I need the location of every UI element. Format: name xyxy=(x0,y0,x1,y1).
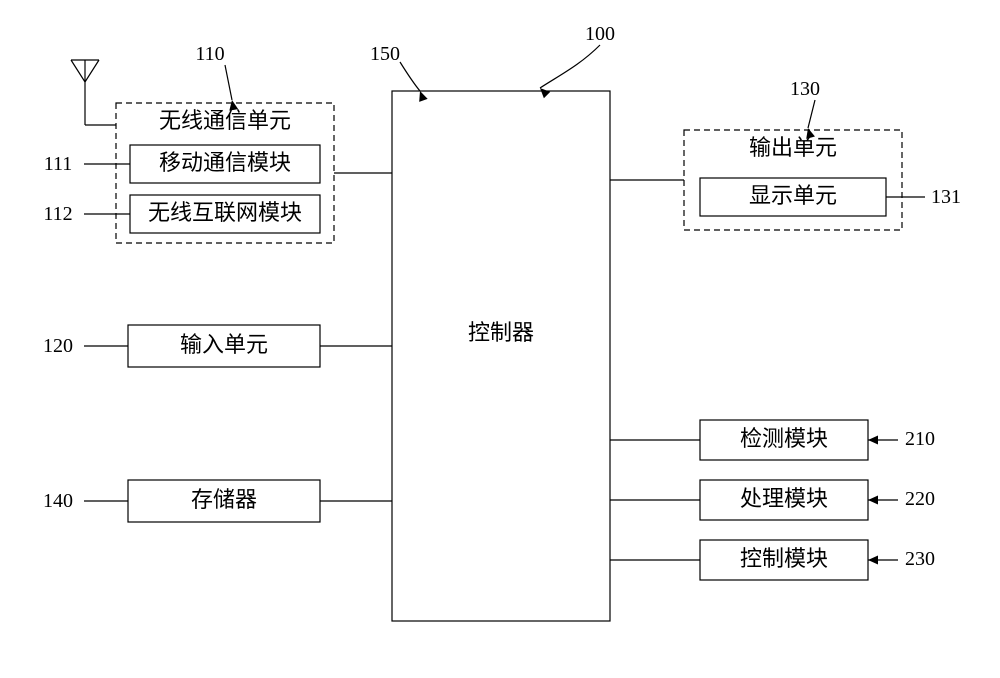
leader-l110 xyxy=(225,65,232,100)
arrowhead xyxy=(229,100,238,111)
ref-131: 131 xyxy=(931,186,961,208)
ref-120: 120 xyxy=(43,335,73,357)
arrowhead xyxy=(868,496,878,505)
ref-111: 111 xyxy=(44,153,73,175)
arrowhead xyxy=(540,88,550,98)
arrowhead xyxy=(419,91,427,102)
ref-150: 150 xyxy=(370,43,400,65)
memory-label: 存储器 xyxy=(191,487,257,512)
controller-label: 控制器 xyxy=(468,320,534,345)
ref-230: 230 xyxy=(905,548,935,570)
wireless_unit-label: 无线通信单元 xyxy=(159,108,291,133)
ref-130: 130 xyxy=(790,78,820,100)
output_unit-label: 输出单元 xyxy=(749,135,837,160)
ref-220: 220 xyxy=(905,488,935,510)
controller xyxy=(392,91,610,621)
ref-210: 210 xyxy=(905,428,935,450)
ref-100: 100 xyxy=(585,23,615,45)
ref-140: 140 xyxy=(43,490,73,512)
leader-l150 xyxy=(400,62,420,91)
arrowhead xyxy=(868,436,878,445)
process_module-label: 处理模块 xyxy=(740,486,828,511)
input_unit-label: 输入单元 xyxy=(180,332,268,357)
mobile_comm-label: 移动通信模块 xyxy=(159,150,291,175)
ref-110: 110 xyxy=(195,43,224,65)
ref-112: 112 xyxy=(43,203,72,225)
display_unit-label: 显示单元 xyxy=(749,183,837,208)
leader-l130 xyxy=(808,100,815,128)
arrowhead xyxy=(868,556,878,565)
wireless_net-label: 无线互联网模块 xyxy=(148,200,302,225)
detect_module-label: 检测模块 xyxy=(740,426,828,451)
control_module-label: 控制模块 xyxy=(740,546,828,571)
leader-l100 xyxy=(540,45,600,88)
block-diagram: 控制器 无线通信单元移动通信模块无线互联网模块输入单元存储器 输出单元显示单元检测模… xyxy=(0,0,1000,678)
